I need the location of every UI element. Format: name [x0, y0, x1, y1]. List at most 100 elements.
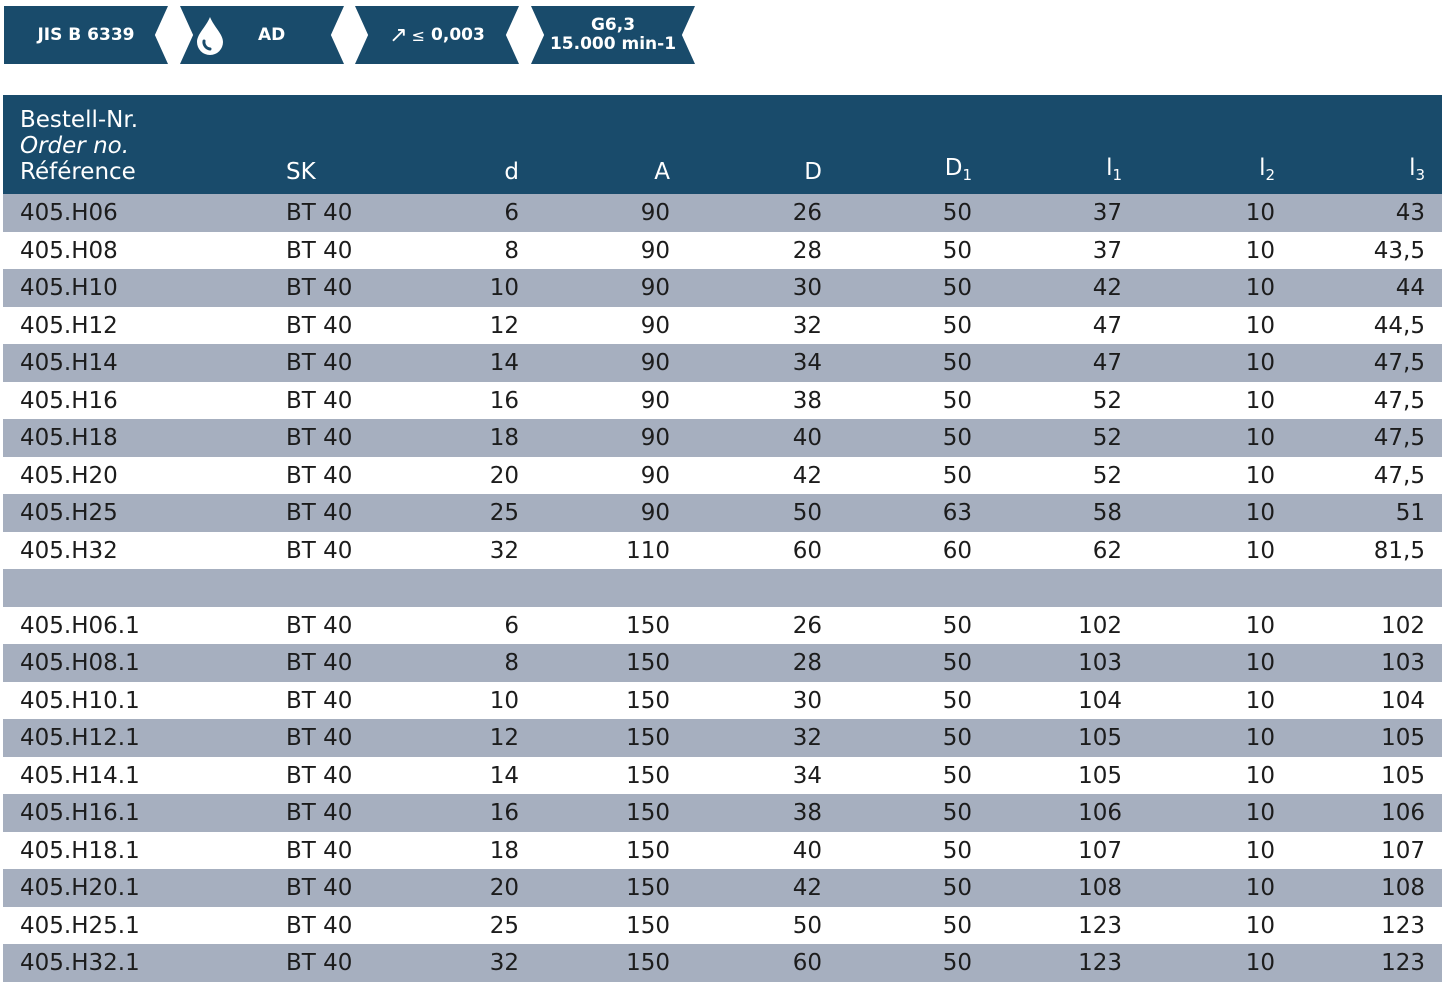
cell-sk: BT 40	[286, 537, 353, 564]
cell-d: 6	[504, 612, 519, 639]
cell-l3: 123	[1381, 950, 1425, 976]
header-l3-sub: 3	[1415, 166, 1425, 184]
cell-D1: 50	[942, 200, 972, 226]
cell-D1: 50	[942, 950, 972, 976]
cell-sk: BT 40	[286, 350, 353, 376]
cell-A: 110	[626, 537, 670, 564]
cell-ref: 405.H08.1	[20, 650, 140, 676]
cell-sk: BT 40	[286, 837, 353, 864]
cell-l2: 10	[1245, 912, 1275, 939]
cell-ref: 405.H16.1	[20, 800, 140, 826]
coolant-label: AD	[258, 24, 286, 45]
cell-D1: 50	[942, 612, 972, 639]
table-row: 405.H10 BT 40 10 90 30 50 42 10 44	[3, 269, 1442, 307]
cell-A: 150	[626, 875, 670, 901]
cell-l3: 104	[1381, 687, 1425, 714]
cell-l2: 10	[1245, 837, 1275, 864]
cell-l2: 10	[1245, 537, 1275, 564]
cell-l3: 47,5	[1373, 387, 1425, 414]
runout-le-symbol: ≤	[411, 25, 426, 45]
cell-D: 26	[792, 200, 822, 226]
cell-ref: 405.H32.1	[20, 950, 140, 976]
cell-sk: BT 40	[286, 800, 353, 826]
balance-speed: 15.000 min-1	[549, 34, 677, 54]
cell-ref: 405.H20	[20, 462, 118, 489]
cell-l3: 105	[1381, 725, 1425, 751]
cell-D: 32	[792, 725, 822, 751]
cell-ref: 405.H12.1	[20, 725, 140, 751]
cell-sk: BT 40	[286, 875, 353, 901]
cell-D1: 50	[942, 725, 972, 751]
product-table: Bestell-Nr. Order no. Référence SK d A D…	[3, 95, 1442, 982]
table-row: 405.H25 BT 40 25 90 50 63 58 10 51	[3, 494, 1442, 532]
cell-ref: 405.H14.1	[20, 762, 140, 789]
spec-badges: JIS B 6339 AD ↗ ≤ 0,003 G6,3 15.000 min-…	[0, 0, 1450, 70]
cell-sk: BT 40	[286, 612, 353, 639]
cell-l3: 105	[1381, 762, 1425, 789]
table-row: 405.H12.1 BT 40 12 150 32 50 105 10 105	[3, 719, 1442, 757]
cell-d: 10	[489, 275, 519, 301]
cell-sk: BT 40	[286, 387, 353, 414]
header-A: A	[654, 159, 670, 185]
cell-l2: 10	[1245, 462, 1275, 489]
cell-D: 50	[792, 500, 822, 526]
cell-sk: BT 40	[286, 275, 353, 301]
cell-D1: 50	[942, 875, 972, 901]
cell-D1: 50	[942, 650, 972, 676]
header-l1-sub: 1	[1112, 166, 1122, 184]
cell-l1: 107	[1078, 837, 1122, 864]
table-row: 405.H14 BT 40 14 90 34 50 47 10 47,5	[3, 344, 1442, 382]
cell-D1: 50	[942, 837, 972, 864]
cell-D: 38	[792, 387, 822, 414]
standard-badge: JIS B 6339	[4, 6, 168, 64]
cell-d: 8	[504, 237, 519, 264]
cell-l1: 52	[1092, 387, 1122, 414]
group-separator	[3, 569, 1442, 607]
cell-d: 14	[489, 350, 519, 376]
cell-d: 18	[489, 425, 519, 451]
cell-d: 18	[489, 837, 519, 864]
header-l1-base: l	[1106, 155, 1113, 181]
cell-ref: 405.H25	[20, 500, 118, 526]
cell-D: 42	[792, 462, 822, 489]
cell-l3: 107	[1381, 837, 1425, 864]
cell-A: 90	[640, 387, 670, 414]
cell-A: 90	[640, 275, 670, 301]
cell-D: 50	[792, 912, 822, 939]
header-l2-base: l	[1259, 155, 1266, 181]
cell-A: 150	[626, 950, 670, 976]
table-row: 405.H20.1 BT 40 20 150 42 50 108 10 108	[3, 869, 1442, 907]
cell-l1: 102	[1078, 612, 1122, 639]
cell-l1: 47	[1092, 312, 1122, 339]
cell-l3: 47,5	[1373, 462, 1425, 489]
cell-D: 34	[792, 350, 822, 376]
cell-d: 10	[489, 687, 519, 714]
cell-D1: 50	[942, 350, 972, 376]
cell-d: 20	[489, 462, 519, 489]
cell-l2: 10	[1245, 687, 1275, 714]
cell-ref: 405.H18.1	[20, 837, 140, 864]
cell-l1: 103	[1078, 650, 1122, 676]
header-l1: l1	[1106, 155, 1122, 184]
cell-D1: 50	[942, 687, 972, 714]
cell-A: 90	[640, 425, 670, 451]
cell-D1: 50	[942, 800, 972, 826]
cell-ref: 405.H06	[20, 200, 118, 226]
cell-d: 20	[489, 875, 519, 901]
cell-sk: BT 40	[286, 687, 353, 714]
cell-A: 150	[626, 800, 670, 826]
cell-D: 60	[792, 537, 822, 564]
cell-D: 60	[792, 950, 822, 976]
header-l3-base: l	[1409, 155, 1416, 181]
cell-A: 150	[626, 837, 670, 864]
table-row: 405.H18 BT 40 18 90 40 50 52 10 47,5	[3, 419, 1442, 457]
table-body: 405.H06 BT 40 6 90 26 50 37 10 43 405.H08 BT 40 8 90…	[3, 194, 1442, 982]
cell-D1: 50	[942, 912, 972, 939]
cell-l1: 47	[1092, 350, 1122, 376]
cell-l3: 47,5	[1373, 425, 1425, 451]
cell-ref: 405.H18	[20, 425, 118, 451]
cell-ref: 405.H20.1	[20, 875, 140, 901]
header-sk: SK	[286, 159, 316, 185]
header-ref-de: Bestell-Nr.	[20, 107, 139, 133]
cell-D: 42	[792, 875, 822, 901]
